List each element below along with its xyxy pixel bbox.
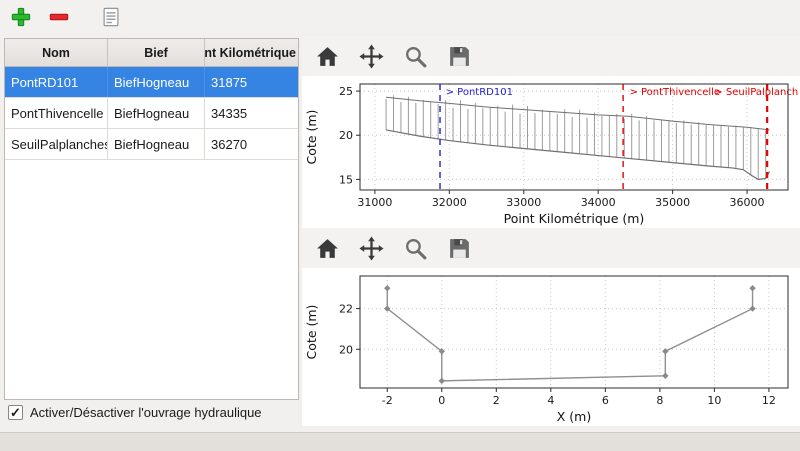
structures-table: Nom Bief Point Kilométrique PontRD101Bie… <box>4 38 299 400</box>
svg-text:-2: -2 <box>382 394 393 407</box>
edit-structure-button[interactable] <box>98 4 124 30</box>
svg-text:36000: 36000 <box>730 196 765 209</box>
svg-text:22: 22 <box>339 303 353 316</box>
section-home-button[interactable] <box>314 235 341 262</box>
svg-text:32000: 32000 <box>432 196 467 209</box>
section-zoom-button[interactable] <box>402 235 429 262</box>
svg-text:10: 10 <box>707 394 721 407</box>
minus-icon <box>49 13 69 21</box>
section-pan-button[interactable] <box>358 235 385 262</box>
cell-nom: SeuilPalplanches <box>5 129 108 159</box>
home-icon <box>317 238 338 258</box>
save-icon <box>450 46 469 66</box>
activate-structure-row[interactable]: ✓ Activer/Désactiver l'ouvrage hydrauliq… <box>8 405 262 420</box>
cross-section-plot-toolbar <box>302 228 800 268</box>
svg-text:20: 20 <box>339 343 353 356</box>
column-header-pk-label: Point Kilométrique <box>205 45 296 60</box>
cell-nom: PontThivencelle <box>5 98 108 128</box>
add-structure-button[interactable] <box>8 4 34 30</box>
save-icon <box>450 238 469 258</box>
zoom-icon <box>406 46 427 67</box>
cell-pk: 36270 <box>211 136 248 152</box>
svg-text:6: 6 <box>602 394 609 407</box>
svg-text:> PontThivencelle: > PontThivencelle <box>629 87 720 98</box>
svg-text:12: 12 <box>762 394 776 407</box>
svg-text:Cote (m): Cote (m) <box>304 305 319 360</box>
svg-text:> PontRD101: > PontRD101 <box>446 87 513 98</box>
zoom-icon <box>406 238 427 259</box>
cell-bief: BiefHogneau <box>108 67 205 97</box>
column-header-pk[interactable]: Point Kilométrique <box>205 39 298 66</box>
pan-icon <box>359 44 384 68</box>
profile-plot-toolbar <box>302 36 800 76</box>
cell-bief: BiefHogneau <box>108 98 205 128</box>
svg-text:Cote (m): Cote (m) <box>304 110 319 165</box>
column-header-bief[interactable]: Bief <box>108 39 205 66</box>
svg-text:20: 20 <box>339 129 353 142</box>
table-row[interactable]: PontRD101 BiefHogneau 31875 <box>5 67 298 98</box>
svg-text:31000: 31000 <box>357 196 392 209</box>
activate-structure-label: Activer/Désactiver l'ouvrage hydraulique <box>30 405 262 420</box>
svg-text:2: 2 <box>493 394 500 407</box>
svg-text:35000: 35000 <box>655 196 690 209</box>
plots-panel: > PontRD101 > PontThivencelle > SeuilPalpl… <box>302 36 800 426</box>
cell-pk: 34335 <box>211 105 248 121</box>
section-save-button[interactable] <box>446 235 473 262</box>
svg-text:> SeuilPalplanches: > SeuilPalplanches <box>714 87 798 98</box>
cross-section-plot[interactable]: -2 0 2 4 6 8 10 12 20 22 X (m) Cote (m) <box>302 268 798 426</box>
cell-nom: PontRD101 <box>5 67 108 97</box>
svg-text:33000: 33000 <box>506 196 541 209</box>
status-bar <box>0 432 800 451</box>
svg-text:4: 4 <box>547 394 554 407</box>
table-row[interactable]: SeuilPalplanches BiefHogneau 36270 <box>5 129 298 160</box>
check-icon: ✓ <box>10 404 21 420</box>
plus-icon <box>11 7 31 27</box>
cell-pk: 31875 <box>211 74 248 90</box>
main-toolbar <box>0 0 800 34</box>
profile-zoom-button[interactable] <box>402 43 429 70</box>
profile-pan-button[interactable] <box>358 43 385 70</box>
remove-structure-button[interactable] <box>46 4 72 30</box>
table-header: Nom Bief Point Kilométrique <box>5 39 298 67</box>
svg-text:25: 25 <box>339 85 353 98</box>
svg-text:0: 0 <box>438 394 445 407</box>
svg-text:8: 8 <box>656 394 663 407</box>
table-body: PontRD101 BiefHogneau 31875 PontThivencelle… <box>5 67 298 160</box>
column-header-nom[interactable]: Nom <box>5 39 108 66</box>
home-icon <box>317 46 338 66</box>
profile-plot[interactable]: > PontRD101 > PontThivencelle> SeuilPalpl… <box>302 76 798 228</box>
svg-text:Point Kilométrique (m): Point Kilométrique (m) <box>504 211 645 226</box>
cell-bief: BiefHogneau <box>108 129 205 159</box>
pan-icon <box>359 236 384 260</box>
svg-text:X (m): X (m) <box>557 409 591 424</box>
activate-structure-checkbox[interactable]: ✓ <box>8 405 23 420</box>
profile-home-button[interactable] <box>314 43 341 70</box>
table-row[interactable]: PontThivencelle BiefHogneau 34335 <box>5 98 298 129</box>
document-icon <box>103 7 119 27</box>
svg-text:34000: 34000 <box>581 196 616 209</box>
svg-text:15: 15 <box>339 173 353 186</box>
profile-save-button[interactable] <box>446 43 473 70</box>
